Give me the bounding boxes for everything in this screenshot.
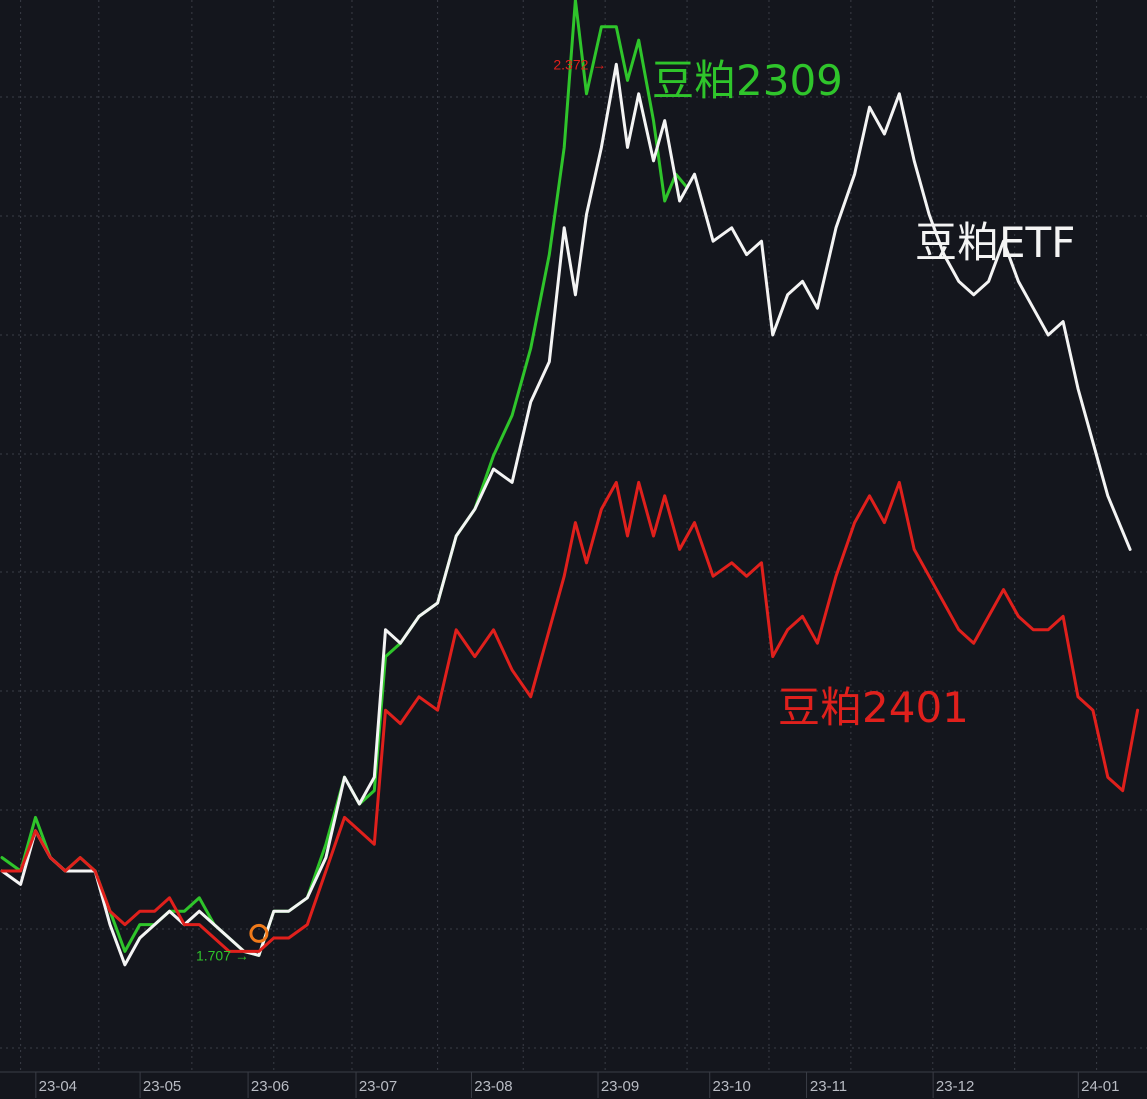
series-label-2309: 豆粕2309 [652, 56, 843, 105]
x-tick-label-3: 23-07 [359, 1078, 397, 1095]
series-label-2401: 豆粕2401 [778, 683, 969, 732]
x-tick-label-1: 23-05 [143, 1078, 181, 1095]
x-tick-label-2: 23-06 [251, 1078, 289, 1095]
series-line-1 [0, 62, 1132, 967]
annotation-layer: 2.372 → 1.707 → [196, 56, 606, 963]
x-tick-label-8: 23-12 [936, 1078, 974, 1095]
low-point-marker [249, 923, 269, 943]
series-label-etf: 豆粕ETF [915, 218, 1075, 267]
x-tick-label-5: 23-09 [601, 1078, 639, 1095]
x-axis: 23-04 23-05 23-06 23-07 23-08 23-09 23-10 23-11… [0, 1071, 1147, 1098]
series-layer [0, 0, 1140, 967]
grid-layer [0, 0, 1147, 1072]
series-line-0 [0, 0, 689, 957]
series-label-layer: 豆粕2309 豆粕ETF 豆粕2401 [652, 56, 1075, 732]
x-tick-label-9: 24-01 [1081, 1078, 1119, 1095]
annotation-label-0: 2.372 → [553, 56, 606, 72]
x-tick-label-6: 23-10 [713, 1078, 751, 1095]
x-tick-label-4: 23-08 [474, 1078, 512, 1095]
series-line-2 [0, 480, 1140, 953]
annotation-label-1: 1.707 → [196, 947, 249, 963]
x-tick-label-0: 23-04 [39, 1078, 77, 1095]
x-tick-label-7: 23-11 [810, 1078, 847, 1095]
